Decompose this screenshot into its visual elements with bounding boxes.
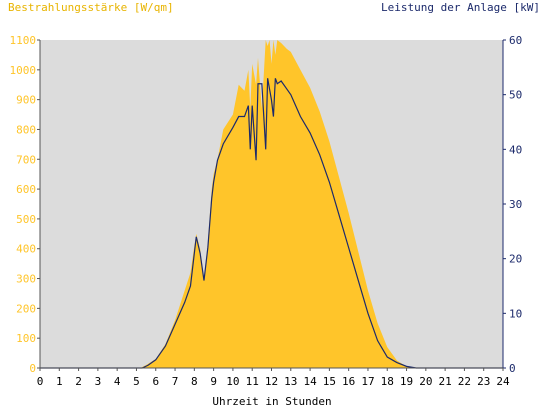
x-tick-label: 2 [75, 375, 82, 388]
x-tick-label: 18 [381, 375, 394, 388]
left-tick-label: 300 [16, 273, 36, 286]
x-tick-label: 12 [265, 375, 278, 388]
x-tick-label: 4 [114, 375, 121, 388]
x-tick-label: 19 [400, 375, 413, 388]
x-tick-label: 20 [419, 375, 432, 388]
x-axis-title: Uhrzeit in Stunden [212, 395, 332, 408]
x-tick-label: 9 [210, 375, 217, 388]
left-tick-label: 800 [16, 123, 36, 136]
right-tick-label: 20 [509, 253, 522, 266]
right-axis-title: Leistung der Anlage [kW] [381, 1, 540, 14]
x-tick-label: 10 [226, 375, 239, 388]
x-tick-label: 5 [133, 375, 140, 388]
left-axis-title: Bestrahlungsstärke [W/qm] [8, 1, 174, 14]
power-line [40, 78, 503, 369]
left-tick-label: 1000 [10, 64, 37, 77]
right-tick-label: 30 [509, 198, 522, 211]
left-tick-label: 600 [16, 183, 36, 196]
x-tick-label: 3 [95, 375, 102, 388]
right-tick-label: 40 [509, 143, 522, 156]
left-tick-label: 100 [16, 332, 36, 345]
x-tick-label: 0 [37, 375, 44, 388]
left-tick-label: 0 [29, 362, 36, 375]
left-tick-label: 900 [16, 94, 36, 107]
x-tick-label: 11 [246, 375, 259, 388]
right-tick-label: 60 [509, 34, 522, 47]
x-tick-label: 7 [172, 375, 179, 388]
left-tick-label: 200 [16, 302, 36, 315]
left-tick-label: 700 [16, 153, 36, 166]
x-tick-label: 15 [323, 375, 336, 388]
x-tick-label: 24 [496, 375, 510, 388]
right-tick-label: 0 [509, 362, 516, 375]
x-tick-label: 17 [361, 375, 374, 388]
x-tick-label: 14 [303, 375, 317, 388]
x-tick-label: 21 [439, 375, 452, 388]
irradiance-area [40, 40, 503, 368]
x-tick-label: 13 [284, 375, 297, 388]
x-tick-label: 22 [458, 375, 471, 388]
right-tick-label: 10 [509, 307, 522, 320]
x-tick-label: 23 [477, 375, 490, 388]
x-tick-label: 6 [152, 375, 159, 388]
left-tick-label: 400 [16, 243, 36, 256]
x-tick-label: 8 [191, 375, 198, 388]
left-tick-label: 500 [16, 213, 36, 226]
right-tick-label: 50 [509, 89, 522, 102]
x-tick-label: 16 [342, 375, 355, 388]
x-tick-label: 1 [56, 375, 63, 388]
left-tick-label: 1100 [10, 34, 37, 47]
